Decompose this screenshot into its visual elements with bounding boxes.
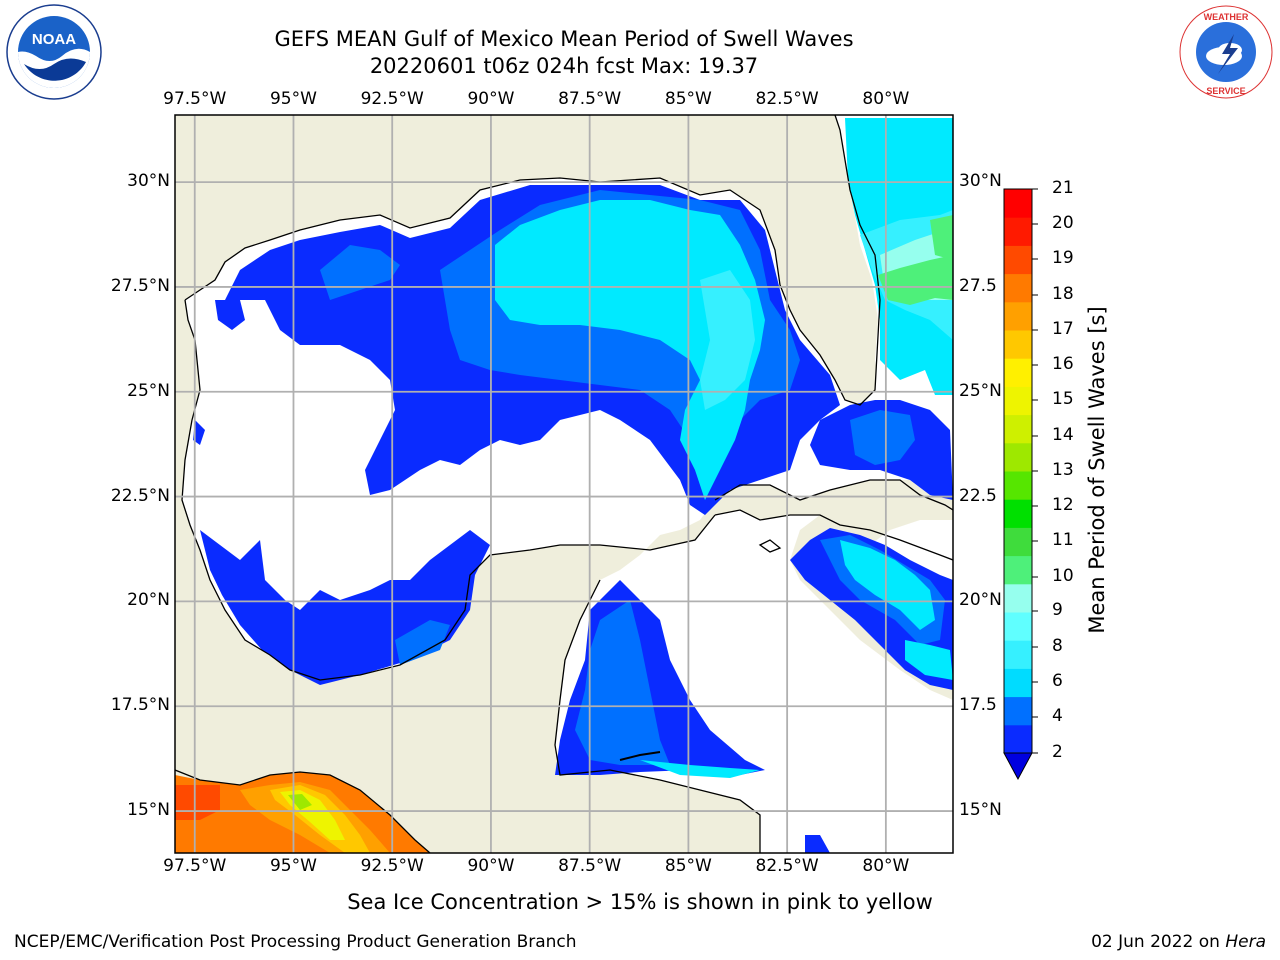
lat-tick-label: 27.5°N: [110, 275, 170, 296]
colorbar-swatch: [1004, 189, 1032, 218]
colorbar-tick-label: 18: [1052, 284, 1074, 304]
lon-tick-label: 82.5°W: [755, 856, 819, 876]
footer-date-text: 02 Jun 2022 on: [1091, 932, 1226, 952]
coastlines: [175, 115, 953, 853]
lat-tick-label: 22.5°N: [110, 485, 170, 506]
colorbar-tick-label: 12: [1052, 495, 1074, 515]
colorbar-tick-label: 20: [1052, 213, 1074, 233]
lat-tick-label: 20°N: [127, 590, 170, 611]
footer-date: 02 Jun 2022 on Hera: [1091, 932, 1266, 952]
colorbar-tick-label: 16: [1052, 354, 1074, 374]
colorbar-swatch: [1004, 330, 1032, 359]
colorbar-tick-label: 10: [1052, 566, 1074, 586]
colorbar-swatch: [1004, 555, 1032, 585]
noaa-logo: NOAA: [6, 4, 102, 100]
colorbar-swatch: [1004, 583, 1032, 613]
colorbar: [1003, 188, 1038, 781]
lat-tick-label: 25°N: [959, 380, 1002, 401]
colorbar-swatch: [1004, 499, 1032, 528]
footer-credit: NCEP/EMC/Verification Post Processing Pr…: [14, 932, 577, 952]
lat-tick-label: 15°N: [127, 800, 170, 821]
footer-host: Hera: [1225, 932, 1266, 952]
lat-tick-label: 30°N: [959, 171, 1002, 192]
colorbar-tick-label: 21: [1052, 178, 1074, 198]
colorbar-tick-label: 9: [1052, 600, 1063, 620]
swell-field: [175, 118, 953, 853]
caribbean-water: [760, 700, 953, 853]
colorbar-label: Mean Period of Swell Waves [s]: [1085, 306, 1109, 634]
sea-ice-note: Sea Ice Concentration > 15% is shown in …: [0, 890, 1280, 914]
lon-tick-label: 90°W: [467, 856, 515, 876]
svg-text:NOAA: NOAA: [32, 31, 76, 48]
colorbar-tick-label: 15: [1052, 389, 1074, 409]
colorbar-swatch: [1004, 358, 1032, 387]
lat-tick-label: 25°N: [127, 380, 170, 401]
chart-subtitle: 20220601 t06z 024h fcst Max: 19.37: [369, 54, 759, 78]
lon-tick-label: 92.5°W: [360, 856, 424, 876]
colorbar-tick-label: 11: [1052, 530, 1074, 550]
lon-tick-label: 97.5°W: [163, 89, 227, 109]
colorbar-swatch: [1004, 640, 1032, 669]
colorbar-tick-label: 17: [1052, 319, 1074, 339]
colorbar-swatch: [1004, 471, 1032, 500]
lon-tick-label: 80°W: [862, 89, 910, 109]
colorbar-swatch: [1004, 414, 1032, 444]
lon-tick-label: 95°W: [269, 856, 317, 876]
colorbar-tick-label: 13: [1052, 460, 1074, 480]
lon-tick-label: 87.5°W: [558, 856, 622, 876]
colorbar-swatch: [1004, 527, 1032, 557]
colorbar-under-arrow: [1003, 752, 1033, 781]
colorbar-tick-label: 19: [1052, 248, 1074, 268]
colorbar-tick-label: 2: [1052, 742, 1063, 762]
gridlines: [175, 115, 953, 853]
lon-tick-label: 80°W: [862, 856, 910, 876]
colorbar-swatch: [1004, 696, 1032, 726]
lat-tick-label: 27.5: [959, 275, 997, 296]
lon-tick-label: 92.5°W: [360, 89, 424, 109]
colorbar-tick-label: 6: [1052, 671, 1063, 691]
lon-tick-label: 95°W: [269, 89, 317, 109]
svg-text:WEATHER: WEATHER: [1204, 12, 1249, 22]
colorbar-swatch: [1004, 442, 1032, 472]
colorbar-tick-label: 4: [1052, 706, 1063, 726]
lat-tick-label: 15°N: [959, 800, 1002, 821]
lat-tick-label: 17.5: [959, 695, 997, 716]
lon-tick-label: 85°W: [664, 856, 712, 876]
colorbar-tick-label: 8: [1052, 636, 1063, 656]
colorbar-swatch: [1004, 724, 1032, 754]
map-panel: [175, 115, 953, 853]
colorbar-swatch: [1004, 668, 1032, 698]
colorbar-swatch: [1004, 301, 1032, 331]
lon-tick-label: 82.5°W: [755, 89, 819, 109]
lon-tick-label: 90°W: [467, 89, 515, 109]
sea-ice-note-text: Sea Ice Concentration > 15% is shown in …: [347, 890, 933, 914]
colorbar-swatch: [1004, 245, 1032, 275]
lat-tick-label: 30°N: [127, 171, 170, 192]
colorbar-swatch: [1004, 386, 1032, 416]
chart-title: GEFS MEAN Gulf of Mexico Mean Period of …: [274, 27, 854, 51]
colorbar-swatch: [1004, 217, 1032, 246]
map-frame: [174, 114, 954, 854]
lon-tick-label: 85°W: [664, 89, 712, 109]
lat-tick-label: 20°N: [959, 590, 1002, 611]
nws-logo: WEATHER SERVICE: [1179, 5, 1273, 99]
lat-tick-label: 22.5: [959, 485, 997, 506]
colorbar-tick-label: 14: [1052, 425, 1074, 445]
lat-tick-label: 17.5°N: [110, 695, 170, 716]
lon-tick-label: 87.5°W: [558, 89, 622, 109]
colorbar-swatch: [1004, 273, 1032, 303]
colorbar-swatch: [1004, 612, 1032, 641]
lon-tick-label: 97.5°W: [163, 856, 227, 876]
svg-text:SERVICE: SERVICE: [1206, 86, 1245, 96]
